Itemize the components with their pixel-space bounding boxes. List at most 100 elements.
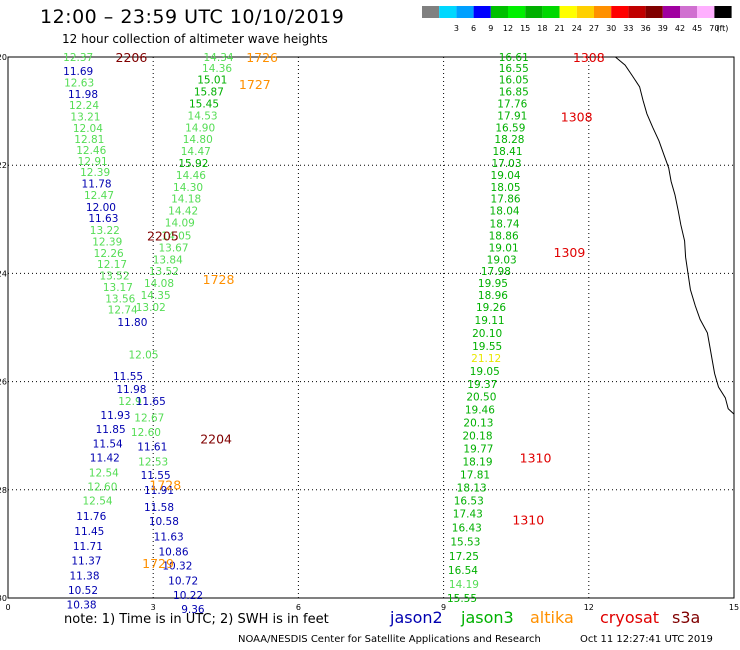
pass-time-label: 1726 <box>246 50 278 65</box>
swh-value: 16.53 <box>454 496 484 508</box>
swh-value: 11.71 <box>73 541 103 553</box>
colorbar-swatch <box>680 6 698 18</box>
swh-value: 14.46 <box>176 170 206 182</box>
pass-time-label: 2204 <box>200 431 232 446</box>
swh-value: 11.63 <box>154 531 184 543</box>
swh-value: 16.59 <box>495 122 525 134</box>
colorbar-swatch <box>697 6 715 18</box>
swh-value: 11.63 <box>88 213 118 225</box>
swh-value: 14.42 <box>168 206 198 218</box>
map-frame <box>7 56 735 599</box>
swh-value: 11.93 <box>100 410 130 422</box>
swh-value: 12.37 <box>63 52 93 64</box>
swh-value: 17.03 <box>491 158 521 170</box>
colorbar-swatch <box>611 6 629 18</box>
colorbar-swatch <box>542 6 560 18</box>
swh-value: 10.72 <box>168 576 198 588</box>
map-subtitle: 12 hour collection of altimeter wave hei… <box>62 32 328 46</box>
swh-value: 11.54 <box>93 438 123 450</box>
swh-value: 20.10 <box>472 328 502 340</box>
legend-cryosat: cryosat <box>600 608 660 627</box>
swh-value: 16.54 <box>448 565 478 577</box>
swh-value: 19.26 <box>476 302 506 314</box>
swh-value: 12.47 <box>84 190 114 202</box>
legend-s3a: s3a <box>672 608 701 627</box>
swh-value: 19.46 <box>465 405 495 417</box>
swh-value: 15.92 <box>178 158 208 170</box>
swh-value: 19.01 <box>489 242 519 254</box>
swh-value: 18.96 <box>478 290 508 302</box>
x-tick-label: 15 <box>729 603 739 612</box>
swh-value: 13.84 <box>153 254 183 266</box>
swh-value: 17.25 <box>449 551 479 563</box>
swh-value: 16.85 <box>499 87 529 99</box>
swh-value: 14.19 <box>449 579 479 591</box>
swh-value: 18.04 <box>490 206 520 218</box>
swh-value: 14.30 <box>173 182 203 194</box>
swh-value: 14.08 <box>144 278 174 290</box>
swh-value: 12.00 <box>86 202 116 214</box>
swh-value: 12.60 <box>131 427 161 439</box>
swh-value: 11.55 <box>113 371 143 383</box>
colorbar-swatch <box>559 6 577 18</box>
colorbar-label: 70 <box>709 24 719 33</box>
colorbar-label: 39 <box>658 24 668 33</box>
pass-time-label: 1310 <box>512 513 544 528</box>
swh-value: 13.21 <box>70 112 100 124</box>
swh-value: 13.67 <box>158 242 188 254</box>
colorbar-swatch <box>594 6 612 18</box>
footnote: note: 1) Time is in UTC; 2) SWH is in fe… <box>64 612 329 627</box>
swh-value: 13.02 <box>136 302 166 314</box>
swh-value: 14.18 <box>171 194 201 206</box>
colorbar-swatch <box>525 6 543 18</box>
swh-value: 12.67 <box>134 412 164 424</box>
swh-value: 14.90 <box>185 122 215 134</box>
legend-jason2: jason2 <box>390 608 443 627</box>
swh-value: 14.53 <box>188 110 218 122</box>
swh-value: 11.45 <box>74 526 104 538</box>
pass-time-label: 2205 <box>147 229 179 244</box>
swh-value: 18.74 <box>490 219 520 231</box>
swh-value: 12.63 <box>64 77 94 89</box>
swh-value: 13.52 <box>99 271 129 283</box>
swh-value: 10.58 <box>149 516 179 528</box>
swh-value: 18.41 <box>492 146 522 158</box>
swh-value: 16.55 <box>499 63 529 75</box>
colorbar-label: 24 <box>572 24 582 33</box>
x-tick-label: 6 <box>296 603 301 612</box>
swh-value: 19.37 <box>467 379 497 391</box>
swh-value: 14.34 <box>204 52 234 64</box>
swh-value: 18.86 <box>489 231 519 243</box>
swh-value: 17.98 <box>481 266 511 278</box>
swh-value: 12.53 <box>138 457 168 469</box>
swh-value: 11.85 <box>96 424 126 436</box>
swh-value: 19.55 <box>472 341 502 353</box>
swh-value: 11.61 <box>137 442 167 454</box>
swh-value: 16.05 <box>499 75 529 87</box>
timestamp: Oct 11 12:27:41 UTC 2019 <box>580 634 713 645</box>
swh-value: 14.47 <box>181 146 211 158</box>
colorbar-label: 42 <box>675 24 685 33</box>
colorbar-label: 9 <box>488 24 493 33</box>
swh-value: 12.54 <box>89 467 119 479</box>
swh-value: 11.91 <box>144 485 174 497</box>
swh-value: 11.80 <box>117 317 147 329</box>
colorbar-label: 36 <box>641 24 651 33</box>
swh-value: 11.98 <box>116 384 146 396</box>
colorbar-swatch <box>508 6 526 18</box>
colorbar-label: 33 <box>623 24 633 33</box>
swh-value: 17.91 <box>497 110 527 122</box>
colorbar-label: 45 <box>692 24 702 33</box>
swh-value: 10.52 <box>68 585 98 597</box>
swh-value: 12.24 <box>69 100 99 112</box>
swh-value: 20.13 <box>463 418 493 430</box>
swh-value: 19.77 <box>463 444 493 456</box>
swh-value: 11.37 <box>71 556 101 568</box>
swh-value: 12.17 <box>97 259 127 271</box>
swh-value: 15.53 <box>450 537 480 549</box>
legend-jason3: jason3 <box>461 608 514 627</box>
swh-value: 14.35 <box>141 290 171 302</box>
swh-value: 20.18 <box>462 431 492 443</box>
swh-value: 20.50 <box>466 392 496 404</box>
